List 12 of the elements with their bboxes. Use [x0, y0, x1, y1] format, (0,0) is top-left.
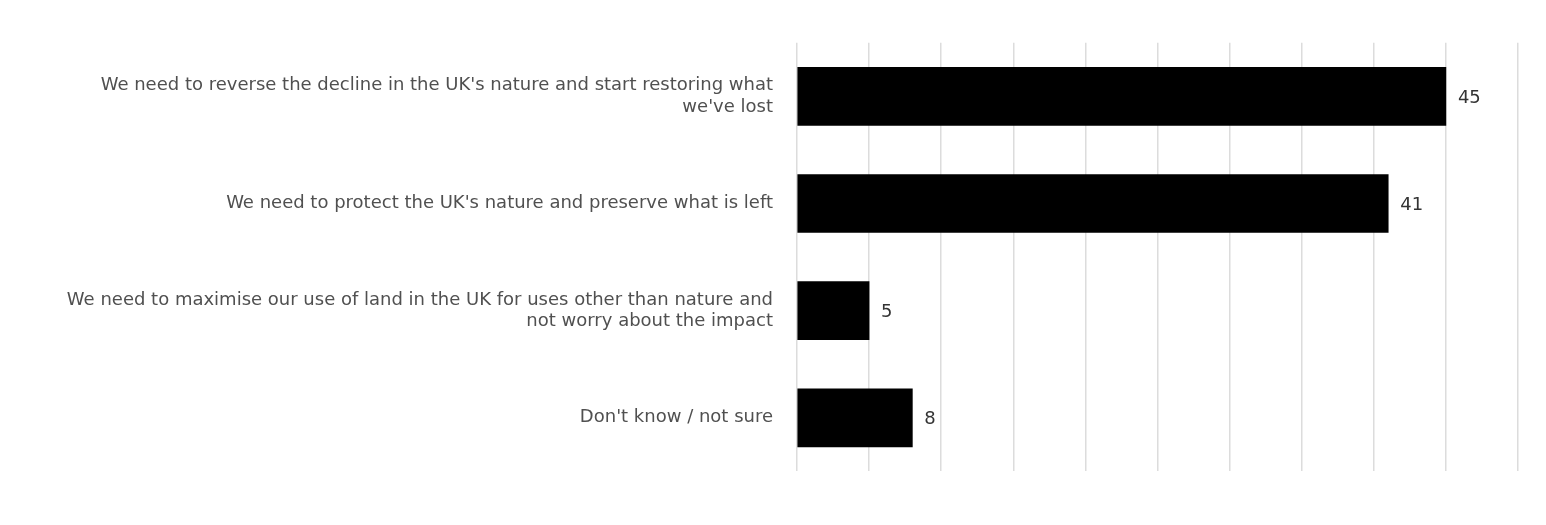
data-label: 45 — [1457, 86, 1481, 108]
y-tick-label: We need to protect the UK's nature and preserve what is left — [226, 191, 773, 213]
bar — [797, 281, 870, 341]
bar — [797, 388, 913, 448]
y-tick-label: Don't know / not sure — [579, 405, 773, 427]
bar — [797, 174, 1389, 233]
y-tick-label: We need to maximise our use of land in the UK for uses other than nature and not worry about the impact — [66, 287, 773, 331]
data-label: 8 — [924, 407, 936, 429]
y-tick-label: We need to reverse the decline in the UK's nature and start restoring what we've lost — [100, 73, 773, 116]
bar — [797, 67, 1447, 126]
data-label: 5 — [881, 300, 893, 322]
data-label: 41 — [1400, 193, 1424, 215]
